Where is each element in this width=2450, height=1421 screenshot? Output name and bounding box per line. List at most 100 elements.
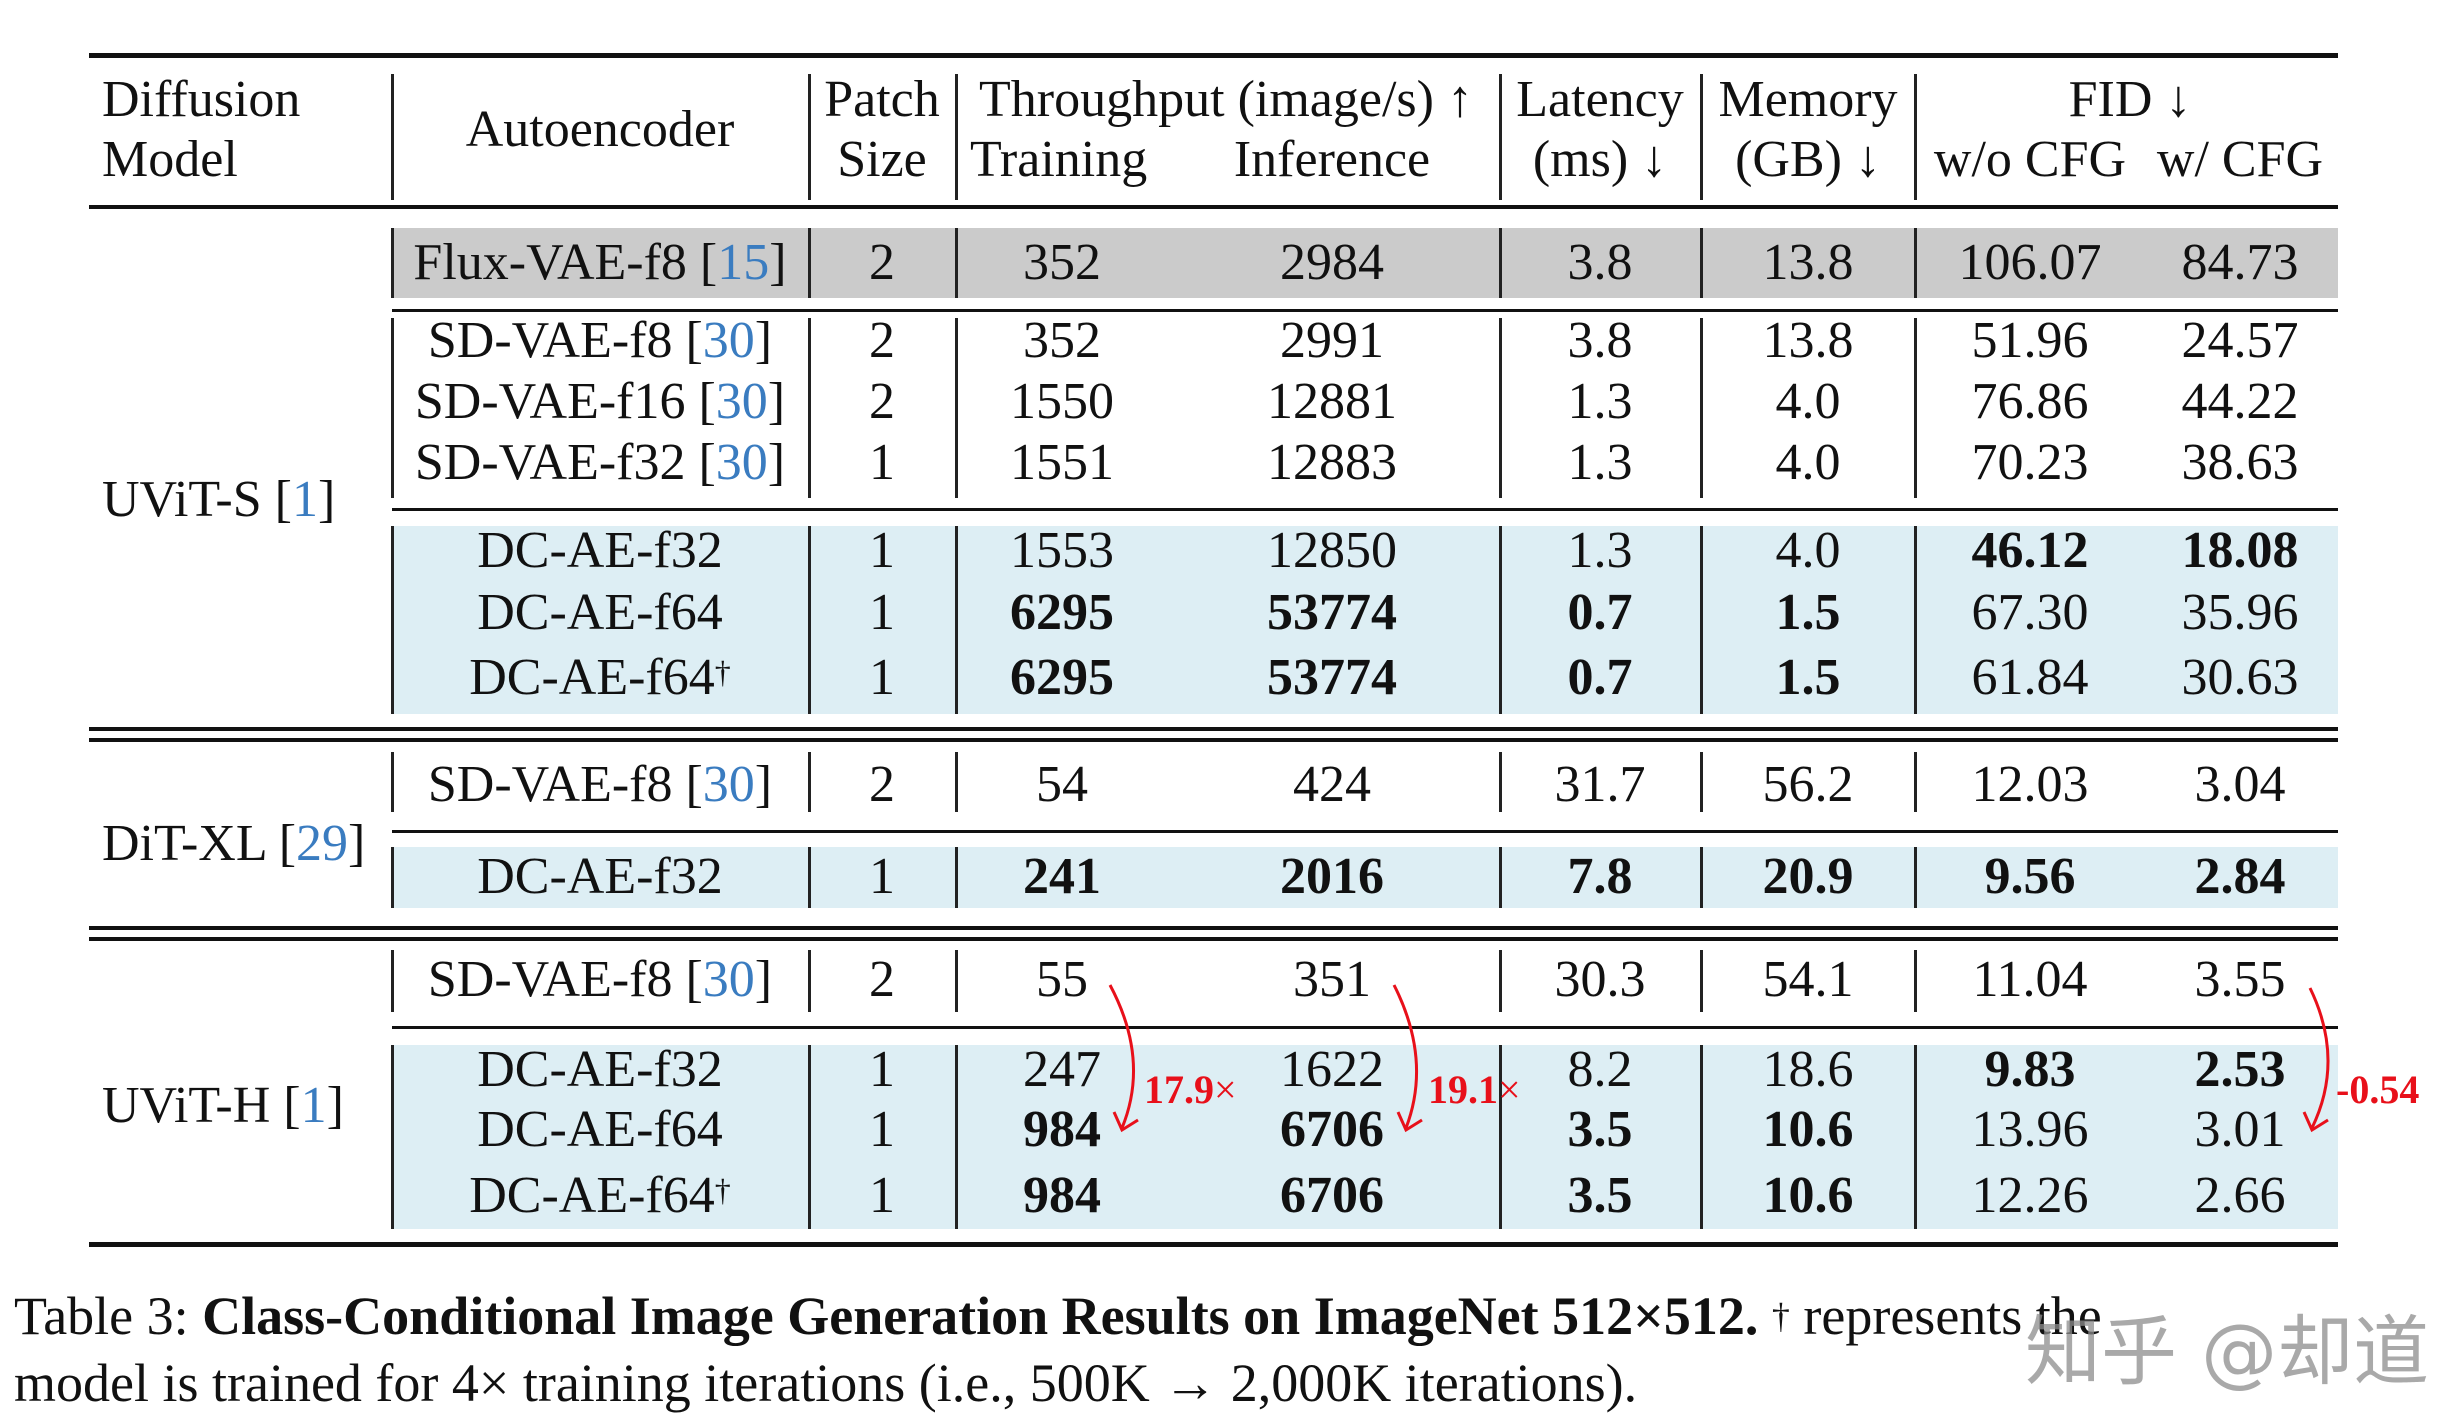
dit-dc-divider — [808, 847, 811, 908]
fid-wo-cell: 46.12 — [1971, 522, 2089, 579]
infer-cell: 1622 — [1280, 1041, 1384, 1098]
caption-label: Table 3: — [14, 1286, 189, 1346]
citation-link[interactable]: 15 — [717, 234, 770, 291]
citation-link[interactable]: 30 — [702, 951, 755, 1008]
flux-divider — [1700, 228, 1703, 298]
latency-cell: 0.7 — [1567, 649, 1633, 706]
uvit-h-sd-divider — [391, 950, 394, 1012]
arrow-inference-icon — [1392, 984, 1419, 1129]
citation-link[interactable]: 30 — [715, 373, 768, 430]
header-patch-line1: Patch — [824, 71, 940, 128]
autoencoder-name: Flux-VAE-f8 — [413, 234, 687, 291]
memory-cell: 1.5 — [1775, 584, 1841, 641]
model-ref-link[interactable]: 1 — [300, 1077, 327, 1134]
memory-cell: 1.5 — [1775, 649, 1841, 706]
latency-cell: 30.3 — [1554, 951, 1646, 1008]
header-latency-line2: (ms) ↓ — [1532, 131, 1668, 188]
flux-bottom-rule — [392, 309, 2338, 312]
autoencoder-name: DC-AE-f32 — [477, 522, 723, 579]
uvit-h-dc-divider — [391, 1045, 394, 1229]
flux-divider — [955, 228, 958, 298]
uvit-s-sd-divider — [391, 318, 394, 498]
memory-cell: 10.6 — [1762, 1101, 1854, 1158]
uvit-s-dc-divider — [955, 526, 958, 714]
uvit-s-sd-divider — [1700, 318, 1703, 498]
model-ref-link[interactable]: 1 — [291, 471, 318, 528]
autoencoder-name: DC-AE-f64 — [477, 1101, 723, 1158]
uvit-s-double-rule-1 — [89, 727, 2338, 731]
autoencoder-name: SD-VAE-f8 — [427, 312, 673, 369]
patch-cell: 2 — [869, 756, 895, 813]
annotation-fid-delta: -0.54 — [2336, 1067, 2420, 1112]
autoencoder-cell: DC-AE-f64 — [477, 1100, 723, 1160]
memory-cell: 10.6 — [1762, 1167, 1854, 1224]
header-diffusion-model-line1: Diffusion — [102, 71, 301, 128]
memory-cell: 4.0 — [1775, 434, 1841, 491]
autoencoder-name: SD-VAE-f32 — [414, 434, 686, 491]
header-latency-line1: Latency — [1516, 71, 1684, 128]
latency-cell: 0.7 — [1567, 584, 1633, 641]
uvit-s-dc-divider — [1914, 526, 1917, 714]
autoencoder-cell: DC-AE-f32 — [477, 521, 723, 581]
autoencoder-cell: SD-VAE-f32 [30] — [414, 434, 786, 491]
patch-cell: 2 — [869, 312, 895, 369]
citation-link[interactable]: 30 — [702, 312, 755, 369]
memory-cell: 18.6 — [1762, 1041, 1854, 1098]
header-fid: FID ↓ — [2068, 71, 2192, 128]
fid-wo-cell: 67.30 — [1971, 584, 2089, 641]
patch-cell: 1 — [869, 522, 895, 579]
uvit-s-sd-divider — [1499, 318, 1502, 498]
patch-cell: 1 — [869, 649, 895, 706]
header-fid-w-cfg: w/ CFG — [2156, 131, 2324, 188]
uvit-h-sd-divider — [955, 950, 958, 1012]
autoencoder-name: DC-AE-f32 — [477, 848, 723, 905]
uvit-s-dc-divider — [808, 526, 811, 714]
dit-dc-divider — [1914, 847, 1917, 908]
memory-cell: 4.0 — [1775, 522, 1841, 579]
fid-w-cell: 2.66 — [2194, 1167, 2286, 1224]
fid-w-cell: 44.22 — [2181, 373, 2299, 430]
fid-wo-cell: 70.23 — [1971, 434, 2089, 491]
infer-cell: 2991 — [1280, 312, 1384, 369]
fid-wo-cell: 13.96 — [1971, 1101, 2089, 1158]
latency-cell: 3.8 — [1567, 312, 1633, 369]
patch-cell: 1 — [869, 1101, 895, 1158]
memory-cell: 13.8 — [1762, 312, 1854, 369]
latency-cell: 3.5 — [1567, 1167, 1633, 1224]
uvit-s-dc-divider — [1499, 526, 1502, 714]
train-cell: 241 — [1023, 848, 1101, 905]
dit-sd-divider — [808, 752, 811, 812]
infer-cell: 12883 — [1267, 434, 1397, 491]
citation-link[interactable]: 30 — [702, 756, 755, 813]
citation-link[interactable]: 30 — [715, 434, 768, 491]
flux-divider — [1914, 228, 1917, 298]
uvit-h-mid-rule — [392, 1026, 2338, 1029]
fid-w-cell: 18.08 — [2181, 522, 2299, 579]
header-throughput: Throughput (image/s) ↑ — [979, 71, 1473, 128]
train-cell: 1553 — [1010, 522, 1114, 579]
header-memory-line1: Memory — [1718, 71, 1898, 128]
header-diffusion-model-line2: Model — [102, 131, 238, 188]
memory-cell: 20.9 — [1762, 848, 1854, 905]
train-cell: 352 — [1023, 234, 1101, 291]
patch-cell: 1 — [869, 1041, 895, 1098]
latency-cell: 7.8 — [1567, 848, 1633, 905]
model-name: UViT-S — [102, 471, 262, 528]
header-divider — [391, 74, 394, 200]
arrow-inference-head-icon — [1396, 1111, 1423, 1133]
infer-cell: 424 — [1293, 756, 1371, 813]
header-inference: Inference — [1233, 131, 1431, 188]
train-cell: 6295 — [1010, 649, 1114, 706]
dit-dc-divider — [1499, 847, 1502, 908]
uvit-h-sd-divider — [1700, 950, 1703, 1012]
header-divider — [1499, 74, 1502, 200]
arrow-training-head-icon — [1112, 1111, 1139, 1133]
header-fid-wo-cfg: w/o CFG — [1933, 131, 2127, 188]
caption-text: represents the — [1803, 1286, 2102, 1346]
model-ref-link[interactable]: 29 — [296, 815, 349, 872]
train-cell: 984 — [1023, 1167, 1101, 1224]
top-rule — [89, 53, 2338, 58]
infer-cell: 6706 — [1280, 1101, 1384, 1158]
uvit-s-double-rule-2 — [89, 738, 2338, 742]
